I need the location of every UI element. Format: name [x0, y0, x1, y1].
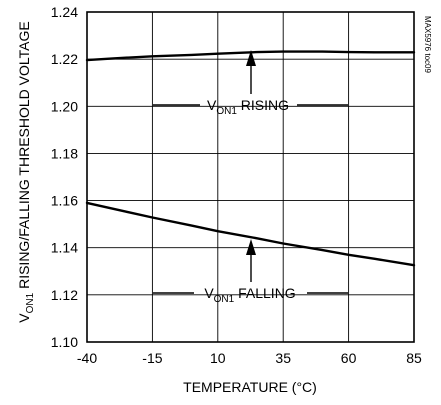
x-tick-label: 10	[210, 350, 226, 366]
y-axis-title: VON1 RISING/FALLING THRESHOLD VOLTAGE	[16, 21, 36, 322]
rising-series-label: VON1 RISING	[207, 97, 289, 117]
rising-annotation: VON1 RISING	[153, 50, 348, 117]
x-tick-label: -40	[77, 350, 97, 366]
chart-code: MAX5976 toc09	[423, 16, 432, 73]
series-lines	[85, 50, 416, 267]
x-tick-label: 85	[406, 350, 422, 366]
y-tick-label: 1.14	[51, 240, 78, 256]
plot-frame	[86, 11, 415, 343]
x-tick-label: 35	[275, 350, 291, 366]
x-tick-labels: -40 -15 10 35 60 85	[77, 350, 422, 366]
y-tick-labels: 1.10 1.12 1.14 1.16 1.18 1.20 1.22 1.24	[51, 4, 78, 350]
y-tick-label: 1.24	[51, 4, 78, 20]
x-tick-label: -15	[142, 350, 162, 366]
x-axis-title: TEMPERATURE (°C)	[183, 379, 317, 395]
y-tick-label: 1.12	[51, 287, 78, 303]
y-tick-label: 1.22	[51, 51, 78, 67]
y-tick-label: 1.10	[51, 334, 78, 350]
y-tick-label: 1.20	[51, 98, 78, 114]
rising-arrow-head	[246, 50, 256, 66]
series-line-rising	[85, 50, 416, 62]
falling-arrow-head	[246, 239, 256, 255]
x-tick-label: 60	[341, 350, 357, 366]
falling-series-label: VON1 FALLING	[204, 285, 295, 305]
series-line-falling	[85, 201, 416, 267]
y-tick-label: 1.18	[51, 145, 78, 161]
falling-annotation: VON1 FALLING	[153, 239, 348, 305]
y-tick-label: 1.16	[51, 193, 78, 209]
